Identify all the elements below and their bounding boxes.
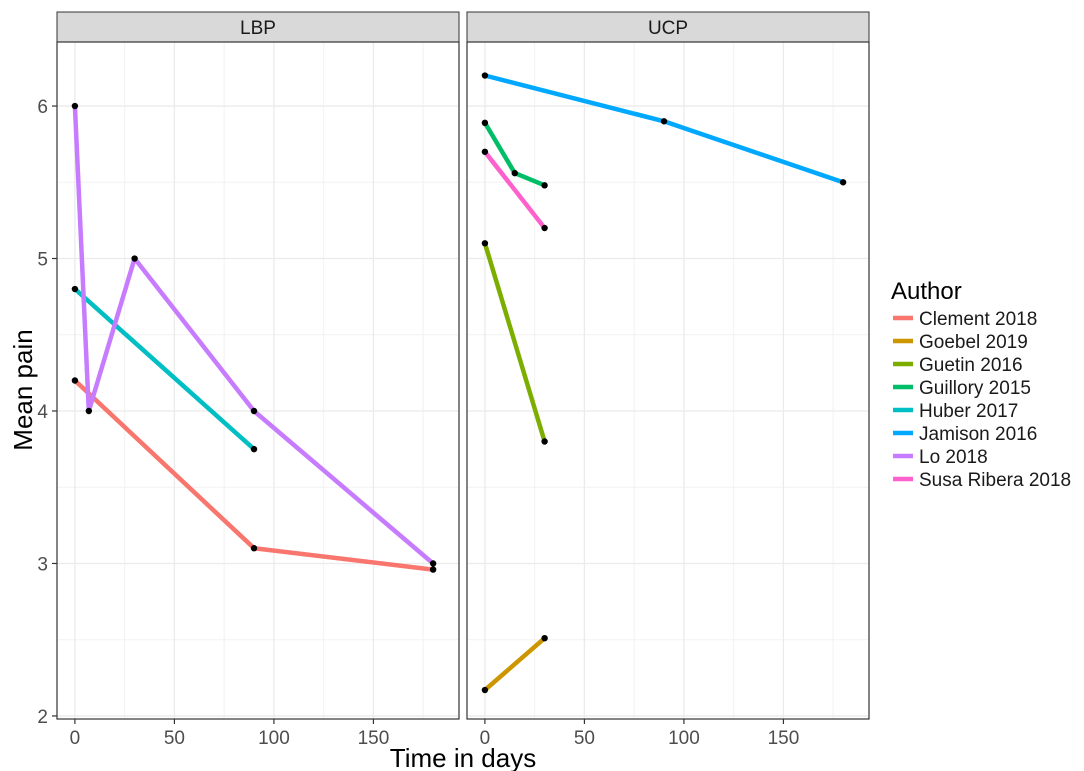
data-point [85,407,93,415]
data-point [660,118,668,125]
legend-item: Guetin 2016 [893,355,1023,376]
x-tick-label: 0 [480,728,491,749]
legend-label: Huber 2017 [919,401,1018,422]
data-point [71,102,79,110]
x-tick-label: 100 [258,728,290,749]
legend-label: Jamison 2016 [919,424,1037,445]
plot-background [467,42,869,719]
legend-label: Guetin 2016 [919,355,1023,376]
data-point [250,545,258,552]
legend-item: Huber 2017 [893,401,1018,422]
facet-strip [56,11,460,43]
y-tick-label: 2 [37,707,48,728]
series-line-huber-2017 [73,287,256,451]
data-point [481,72,489,79]
data-point [511,169,518,177]
y-axis-title: Mean pain [8,329,38,450]
facet-label: UCP [648,18,688,39]
panel-lbp: LBP 0 50 100 150 2 3 4 5 6 [37,11,460,749]
data-point [541,634,548,642]
data-point [839,179,847,186]
legend-label: Susa Ribera 2018 [919,470,1071,491]
data-point [131,255,138,262]
panel-border [466,41,870,720]
x-tick-label: 50 [574,728,595,749]
legend-label: Clement 2018 [919,309,1037,330]
x-tick-label: 50 [164,728,185,749]
data-point [541,438,548,445]
legend-label: Goebel 2019 [919,332,1028,353]
legend-title: Author [891,278,962,305]
data-point [541,182,548,189]
x-tick-label: 0 [70,728,81,749]
panel-ucp: UCP 0 50 100 150 [466,11,870,749]
series-line-susa-ribera-2018 [483,150,547,230]
legend-item: Guillory 2015 [893,378,1031,399]
data-point [429,560,437,567]
legend-item: Clement 2018 [893,309,1037,330]
data-point [481,148,489,155]
x-tick-label: 100 [668,728,700,749]
legend-item: Susa Ribera 2018 [893,470,1071,491]
data-point [250,407,258,415]
panel-border [56,41,460,720]
x-tick-label: 150 [358,728,390,749]
y-tick-label: 4 [37,402,48,423]
legend-item: Jamison 2016 [893,424,1037,445]
series-line-goebel-2019 [483,636,547,692]
data-point [250,445,258,453]
legend-item: Lo 2018 [893,447,988,468]
y-tick-label: 3 [37,554,48,575]
chart-panels: LBP 0 50 100 150 2 3 4 5 6 UCP 0 50 100 150 [37,11,870,749]
legend-label: Guillory 2015 [919,378,1031,399]
y-tick-label: 6 [37,97,48,118]
legend-item: Goebel 2019 [893,332,1028,353]
facet-label: LBP [240,18,276,39]
data-point [541,224,548,232]
x-tick-label: 150 [768,728,800,749]
data-point [71,377,79,384]
series-line-guetin-2016 [482,242,547,443]
data-point [429,566,437,573]
legend-label: Lo 2018 [919,447,988,468]
data-point [481,240,489,247]
data-point [481,119,489,127]
plot-background [57,42,459,719]
data-point [71,285,79,293]
x-axis-title: Time in days [390,743,536,771]
y-tick-label: 5 [37,250,48,271]
data-point [481,686,489,694]
